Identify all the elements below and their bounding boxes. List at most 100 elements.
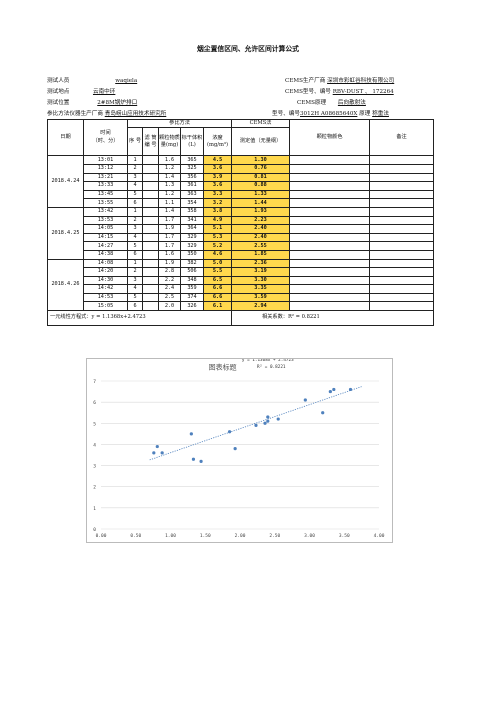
filter-cell: [142, 206, 159, 217]
time-cell: 14:15: [83, 232, 128, 243]
color-cell: [289, 284, 371, 294]
filter-cell: [142, 258, 159, 269]
time-cell: 13:01: [83, 155, 128, 165]
note-cell: [369, 292, 435, 303]
volume-cell: 506: [180, 267, 204, 277]
seq-cell: 2: [127, 215, 143, 226]
time-cell: 14:53: [83, 292, 128, 303]
mass-cell: 1.7: [158, 232, 181, 243]
mass-cell: 2.8: [158, 267, 181, 277]
mass-cell: 1.2: [158, 189, 181, 200]
data-point: [276, 417, 280, 421]
conc-cell: 5.1: [202, 224, 233, 234]
cems-model-label: CEMS型号、编号: [285, 89, 331, 95]
cems-model-line: CEMS型号、编号 RBV-DUST 、 172264: [285, 87, 394, 95]
data-point: [189, 432, 193, 436]
table-row: 14:42 4 2.4 359 6.6 3.35: [48, 284, 435, 294]
y-tick-label: 6: [93, 400, 96, 406]
measured-cell: 0.76: [231, 164, 291, 174]
page-title: 烟尘置信区间、允许区间计算公式: [197, 45, 299, 53]
volume-cell: 359: [180, 284, 204, 294]
scatter-chart: 0 1 2 3 4 5 6 7 0.00 0.50 1.00 1.50 2.00 2.50 3.00 3.50…: [86, 358, 393, 543]
volume-cell: 329: [180, 241, 204, 251]
note-cell: [369, 198, 435, 208]
position-value: 2#8M锅炉排口: [97, 100, 138, 106]
seq-cell: 4: [127, 232, 143, 243]
correlation-cell: 相关系数：R² = 0.8221: [231, 310, 435, 327]
filter-cell: [142, 164, 159, 174]
measured-cell: 1.44: [231, 198, 291, 208]
trendline-equation: y = 1.1368x + 2.4723: [242, 359, 294, 363]
x-tick-label: 0.50: [130, 533, 141, 539]
data-table: 日期 时间 （时、分） 参比方法 CEMS法 颗粒物颜色 备注 序 号 滤 筒 …: [46, 118, 435, 327]
y-tick-label: 4: [93, 442, 96, 448]
volume-cell: 382: [180, 258, 204, 269]
mass-cell: 2.4: [158, 284, 181, 294]
cems-principle-line: CEMS原理 后向散射法: [297, 98, 376, 106]
data-point: [266, 415, 270, 419]
time-cell: 13:33: [83, 181, 128, 191]
seq-cell: 1: [127, 258, 143, 269]
ref-model-value: 3012H A08685640X: [299, 111, 358, 117]
measured-cell: 2.23: [231, 215, 291, 226]
header-volume: 标干体积(L): [180, 127, 204, 157]
color-cell: [289, 189, 371, 200]
measured-cell: 3.19: [231, 267, 291, 277]
data-point: [303, 398, 307, 402]
note-cell: [369, 275, 435, 286]
data-point: [321, 411, 325, 415]
date-cell: 2018.4.24: [47, 155, 84, 208]
table-row: 14:53 5 2.5 374 6.6 3.59: [48, 292, 435, 303]
x-tick-label: 1.00: [165, 533, 176, 539]
time-cell: 13:55: [83, 198, 128, 208]
seq-cell: 1: [127, 206, 143, 217]
color-cell: [289, 249, 371, 260]
note-cell: [369, 215, 435, 226]
time-cell: 14:27: [83, 241, 128, 251]
volume-cell: 350: [180, 249, 204, 260]
filter-cell: [142, 181, 159, 191]
header-cems-method: CEMS法: [231, 118, 291, 129]
ref-model-line: 型号、编号3012H A08685640X 原理 称重法: [272, 109, 389, 117]
mass-cell: 2.5: [158, 292, 181, 303]
time-cell: 14:42: [83, 284, 128, 294]
conc-cell: 5.3: [202, 232, 233, 243]
cems-maker-line: CEMS生产厂商 深圳市彩虹谷科技有限公司: [285, 76, 394, 84]
mass-cell: 1.4: [158, 206, 181, 217]
time-cell: 13:42: [83, 206, 128, 217]
volume-cell: 354: [180, 198, 204, 208]
filter-cell: [142, 155, 159, 165]
mass-cell: 1.2: [158, 164, 181, 174]
note-cell: [369, 164, 435, 174]
color-cell: [289, 206, 371, 217]
ref-principle-value: 称重法: [372, 111, 389, 117]
data-point: [254, 423, 258, 427]
measured-cell: 3.30: [231, 275, 291, 286]
data-point: [199, 459, 203, 463]
table-row: 13:55 6 1.1 354 3.2 1.44: [48, 198, 435, 208]
note-cell: [369, 249, 435, 260]
conc-cell: 5.5: [202, 267, 233, 277]
conc-cell: 4.5: [202, 155, 233, 165]
seq-cell: 5: [127, 241, 143, 251]
color-cell: [289, 301, 371, 312]
conc-cell: 3.9: [202, 172, 233, 183]
volume-cell: 348: [180, 275, 204, 286]
filter-cell: [142, 275, 159, 286]
table-row: 13:12 2 1.2 325 3.6 0.76: [48, 164, 435, 174]
mass-cell: 1.7: [158, 241, 181, 251]
note-cell: [369, 284, 435, 294]
conc-cell: 3.6: [202, 181, 233, 191]
mass-cell: 1.3: [158, 181, 181, 191]
note-cell: [369, 189, 435, 200]
table-row: 13:33 4 1.3 361 3.6 0.88: [48, 181, 435, 191]
tester-line: 测试人员 waqiela: [47, 76, 137, 84]
note-cell: [369, 232, 435, 243]
table-row: 2018.4.26 14:08 1 1.9 382 5.0 2.36: [47, 258, 435, 312]
cems-maker-value: 深圳市彩虹谷科技有限公司: [327, 78, 395, 84]
conc-cell: 3.2: [202, 198, 233, 208]
color-cell: [289, 198, 371, 208]
filter-cell: [142, 198, 159, 208]
seq-cell: 4: [127, 181, 143, 191]
mass-cell: 1.9: [158, 258, 181, 269]
